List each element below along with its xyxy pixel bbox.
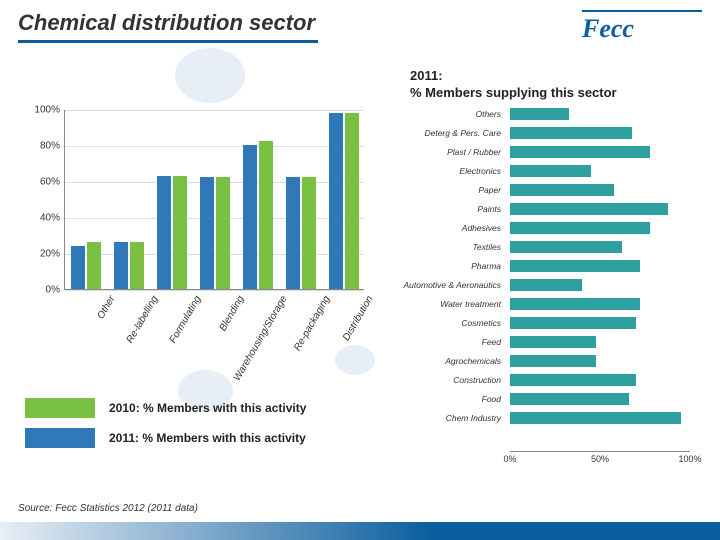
source-note: Source: Fecc Statistics 2012 (2011 data) <box>18 503 198 514</box>
hbar <box>510 355 596 367</box>
hbar <box>510 165 591 177</box>
hbar-row: Deterg & Pers. Care <box>400 124 700 142</box>
hbar-label: Plast / Rubber <box>400 143 505 161</box>
hbar <box>510 127 632 139</box>
hbar-label: Paper <box>400 181 505 199</box>
hbar-label: Textiles <box>400 238 505 256</box>
bar <box>200 177 214 289</box>
y-tick: 20% <box>20 249 60 260</box>
hbar-row: Chem Industry <box>400 409 700 427</box>
hbar-row: Agrochemicals <box>400 352 700 370</box>
bar-chart: 0%20%40%60%80%100% OtherRe-labellingForm… <box>20 110 380 380</box>
hbar-row: Cosmetics <box>400 314 700 332</box>
hbar <box>510 203 668 215</box>
hbar-row: Others <box>400 105 700 123</box>
bar <box>286 177 300 289</box>
hbar-row: Paper <box>400 181 700 199</box>
hbar-label: Automotive & Aeronautics <box>400 276 505 294</box>
bar <box>345 113 359 289</box>
hbar-row: Automotive & Aeronautics <box>400 276 700 294</box>
hbar <box>510 393 629 405</box>
logo-text: Fecc <box>582 12 702 44</box>
hbar-label: Chem Industry <box>400 409 505 427</box>
y-tick: 80% <box>20 141 60 152</box>
legend-label-2010: 2010: % Members with this activity <box>109 401 306 415</box>
hbar-label: Paints <box>400 200 505 218</box>
bar <box>114 242 128 289</box>
hbar-row: Electronics <box>400 162 700 180</box>
footer-bar <box>0 522 720 540</box>
bar <box>302 177 316 289</box>
bar <box>243 145 257 289</box>
y-tick: 60% <box>20 177 60 188</box>
hbar-row: Adhesives <box>400 219 700 237</box>
hbar-row: Textiles <box>400 238 700 256</box>
logo: Fecc <box>582 10 702 42</box>
bar-plot <box>64 110 364 290</box>
bar <box>216 177 230 289</box>
hbar-label: Construction <box>400 371 505 389</box>
hbar-row: Construction <box>400 371 700 389</box>
hbar <box>510 298 640 310</box>
hbar-row: Water treatment <box>400 295 700 313</box>
title-rule <box>18 40 318 43</box>
bar <box>329 113 343 289</box>
hbar <box>510 279 582 291</box>
hbar-row: Pharma <box>400 257 700 275</box>
legend-swatch-2010 <box>25 398 95 418</box>
hbar-tick: 100% <box>678 454 701 464</box>
y-tick: 100% <box>20 105 60 116</box>
hbar <box>510 336 596 348</box>
hbar-label: Adhesives <box>400 219 505 237</box>
hbar-label: Deterg & Pers. Care <box>400 124 505 142</box>
bar <box>71 246 85 289</box>
hbar-label: Electronics <box>400 162 505 180</box>
hbar-label: Pharma <box>400 257 505 275</box>
hbar-label: Feed <box>400 333 505 351</box>
hbar-axis: 0%50%100% <box>510 451 690 465</box>
hbar <box>510 184 614 196</box>
hbar <box>510 412 681 424</box>
bar <box>259 141 273 289</box>
sector-title: 2011: % Members supplying this sector <box>410 68 617 102</box>
hbar-label: Water treatment <box>400 295 505 313</box>
hbar-row: Feed <box>400 333 700 351</box>
hbar-row: Plast / Rubber <box>400 143 700 161</box>
hbar <box>510 241 622 253</box>
legend-label-2011: 2011: % Members with this activity <box>109 431 306 445</box>
hbar <box>510 108 569 120</box>
hbar <box>510 260 640 272</box>
bar <box>87 242 101 289</box>
hbar <box>510 146 650 158</box>
hbar-chart: OthersDeterg & Pers. CarePlast / RubberE… <box>400 105 700 475</box>
legend: 2010: % Members with this activity 2011:… <box>25 398 306 458</box>
hbar-tick: 0% <box>503 454 516 464</box>
hbar <box>510 222 650 234</box>
hbar-label: Agrochemicals <box>400 352 505 370</box>
hbar-label: Food <box>400 390 505 408</box>
bar <box>130 242 144 289</box>
bar <box>173 176 187 289</box>
y-tick: 0% <box>20 285 60 296</box>
y-tick: 40% <box>20 213 60 224</box>
hbar <box>510 317 636 329</box>
hbar-label: Cosmetics <box>400 314 505 332</box>
hbar-tick: 50% <box>591 454 609 464</box>
hbar-label: Others <box>400 105 505 123</box>
hbar-row: Paints <box>400 200 700 218</box>
hbar <box>510 374 636 386</box>
hbar-row: Food <box>400 390 700 408</box>
legend-swatch-2011 <box>25 428 95 448</box>
bar <box>157 176 171 289</box>
